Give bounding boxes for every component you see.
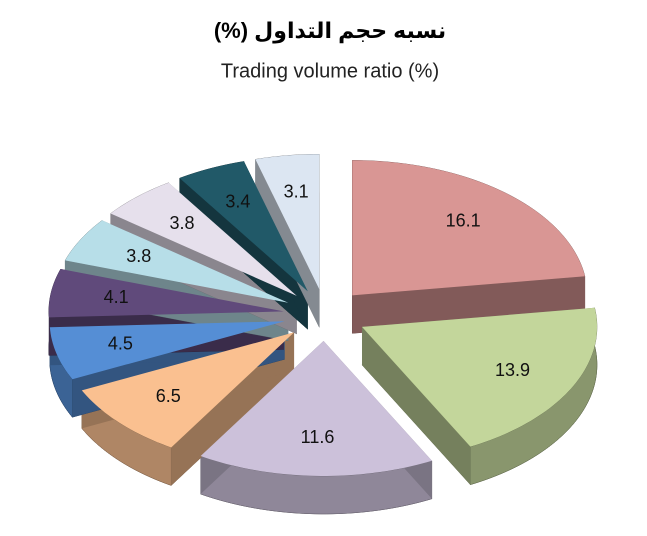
chart-title: نسبه حجم التداول (%) bbox=[214, 18, 446, 44]
data-label: 3.1 bbox=[284, 182, 309, 202]
slices bbox=[48, 154, 597, 476]
slice-wall bbox=[361, 326, 471, 485]
data-label: 4.5 bbox=[108, 334, 133, 354]
slice-edge bbox=[200, 455, 433, 515]
slice bbox=[179, 161, 308, 292]
data-label: 11.6 bbox=[301, 427, 335, 447]
slice bbox=[48, 269, 284, 318]
slice bbox=[361, 307, 597, 447]
slice bbox=[110, 182, 297, 296]
slice bbox=[49, 321, 285, 380]
data-label: 3.8 bbox=[126, 246, 151, 266]
slice bbox=[352, 160, 585, 296]
data-label: 3.4 bbox=[225, 192, 250, 212]
slice bbox=[65, 220, 289, 303]
slice bbox=[81, 332, 295, 448]
slice bbox=[255, 154, 320, 290]
data-label: 4.1 bbox=[104, 287, 129, 307]
data-label: 13.9 bbox=[495, 360, 530, 380]
slice-wall bbox=[352, 276, 585, 334]
chart-subtitle: Trading volume ratio (%) bbox=[221, 60, 439, 82]
slice bbox=[200, 340, 432, 476]
data-labels: 16.1 13.9 11.6 6.5 4.5 4.1 3.8 3.8 3.4 3.1 bbox=[104, 182, 530, 447]
data-label: 6.5 bbox=[156, 386, 181, 406]
data-label: 16.1 bbox=[446, 211, 481, 231]
data-label: 3.8 bbox=[169, 213, 194, 233]
